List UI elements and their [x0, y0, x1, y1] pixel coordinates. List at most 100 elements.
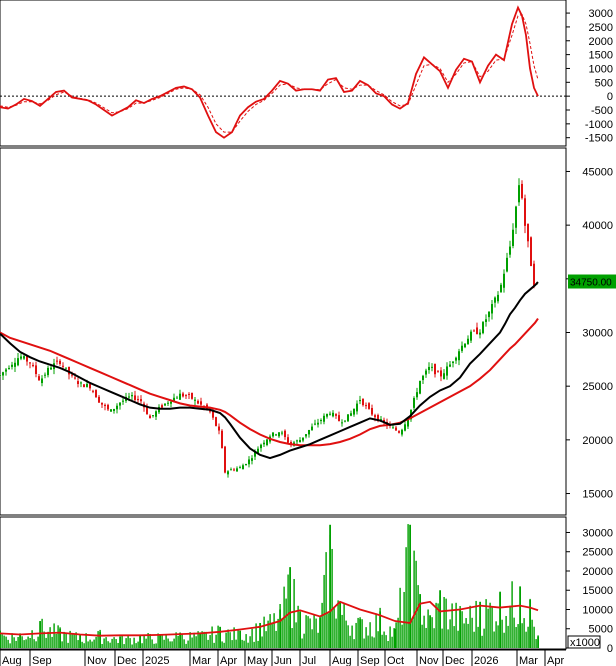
volume-bar — [509, 605, 511, 648]
volume-bar — [327, 613, 329, 648]
volume-bar — [1, 634, 3, 648]
volume-bar — [51, 636, 53, 648]
volume-bar — [417, 585, 419, 648]
volume-bar — [133, 637, 135, 648]
volume-bar — [183, 639, 185, 648]
volume-bar — [53, 623, 55, 648]
oscillator-tick-label: 2500 — [589, 22, 613, 34]
volume-bar-peak — [39, 621, 41, 648]
x-axis-label: Nov — [419, 655, 439, 666]
candle-body — [296, 440, 298, 442]
candle-body — [383, 419, 385, 423]
volume-bar — [103, 638, 105, 648]
volume-bar — [237, 629, 239, 648]
volume-bar — [421, 624, 423, 648]
volume-bar — [167, 638, 169, 648]
candle-body — [485, 319, 487, 322]
volume-bar — [49, 627, 51, 648]
volume-bar — [55, 633, 57, 648]
volume-bar-peak — [289, 567, 291, 648]
volume-bar — [355, 622, 357, 648]
volume-tick-label: 20000 — [582, 566, 613, 578]
candle-body — [23, 356, 25, 359]
volume-tick-label: 30000 — [582, 527, 613, 539]
volume-bar — [427, 609, 429, 648]
candle-body — [185, 395, 187, 397]
candle-body — [119, 402, 121, 406]
volume-bar — [293, 578, 295, 648]
volume-bar — [11, 633, 13, 648]
volume-bar — [143, 635, 145, 648]
candle-body — [191, 392, 193, 399]
volume-bar — [523, 618, 525, 648]
volume-bar — [301, 638, 303, 648]
volume-bar — [61, 641, 63, 648]
volume-bar — [389, 626, 391, 648]
candle-body — [374, 415, 376, 418]
candle-body — [77, 381, 79, 385]
volume-bar — [117, 642, 119, 648]
candle-body — [20, 356, 22, 359]
volume-bar — [221, 641, 223, 648]
volume-bar-peak — [409, 524, 411, 648]
volume-bar — [507, 625, 509, 648]
volume-bar — [443, 597, 445, 648]
volume-bar — [145, 638, 147, 648]
volume-bar — [465, 618, 467, 648]
x-axis-label: Apr — [220, 655, 237, 666]
candle-body — [128, 396, 130, 398]
candle-body — [173, 397, 175, 403]
volume-bar — [247, 642, 249, 648]
volume-bar — [385, 635, 387, 648]
volume-bar — [21, 636, 23, 648]
volume-bar-peak — [19, 633, 21, 648]
volume-tick-label: 10000 — [582, 604, 613, 616]
volume-bar — [333, 606, 335, 648]
moving-average-fast — [0, 281, 539, 460]
candle-body — [314, 423, 316, 425]
candle-body — [11, 364, 13, 367]
volume-bar — [127, 635, 129, 648]
volume-bar-peak — [479, 601, 481, 648]
volume-bar — [57, 625, 59, 648]
volume-bar — [151, 639, 153, 648]
last-price-tag: 34750.00 — [568, 274, 616, 289]
candle-body — [425, 370, 427, 375]
candle-body — [479, 332, 481, 335]
volume-bar — [267, 620, 269, 648]
candle-body — [413, 398, 415, 408]
volume-bar — [313, 614, 315, 648]
candle-body — [266, 439, 268, 445]
oscillator-tick-label: 2000 — [589, 36, 613, 48]
candle-body — [215, 417, 217, 426]
x-axis-label: Sep — [32, 655, 52, 666]
volume-bar — [251, 628, 253, 648]
volume-bar — [211, 626, 213, 648]
volume-bar — [65, 632, 67, 648]
volume-bar — [191, 637, 193, 648]
volume-bar — [489, 602, 491, 648]
price-panel: 45000400003500030000250002000015000 3475… — [0, 147, 616, 516]
volume-bar-peak — [339, 601, 341, 648]
candle-body — [392, 427, 394, 429]
volume-bar-peak — [299, 611, 301, 648]
candle-body — [233, 469, 235, 471]
volume-bar — [3, 635, 5, 648]
volume-bar — [309, 618, 311, 648]
candle-body — [194, 399, 196, 401]
candle-body — [41, 378, 43, 384]
volume-bar — [525, 631, 527, 648]
volume-bar — [349, 635, 351, 648]
volume-bar — [105, 637, 107, 648]
candle-body — [212, 409, 214, 418]
volume-bar — [201, 631, 203, 648]
volume-bar — [97, 631, 99, 648]
volume-bar-peak — [79, 634, 81, 648]
volume-bar — [515, 627, 517, 648]
candle-body — [461, 345, 463, 351]
candle-body — [161, 405, 163, 408]
volume-panel: 30000 25000 20000 15000 10000 5000 0 x1000 — [0, 516, 613, 655]
candle-body — [275, 434, 277, 436]
candle-body — [371, 408, 373, 415]
